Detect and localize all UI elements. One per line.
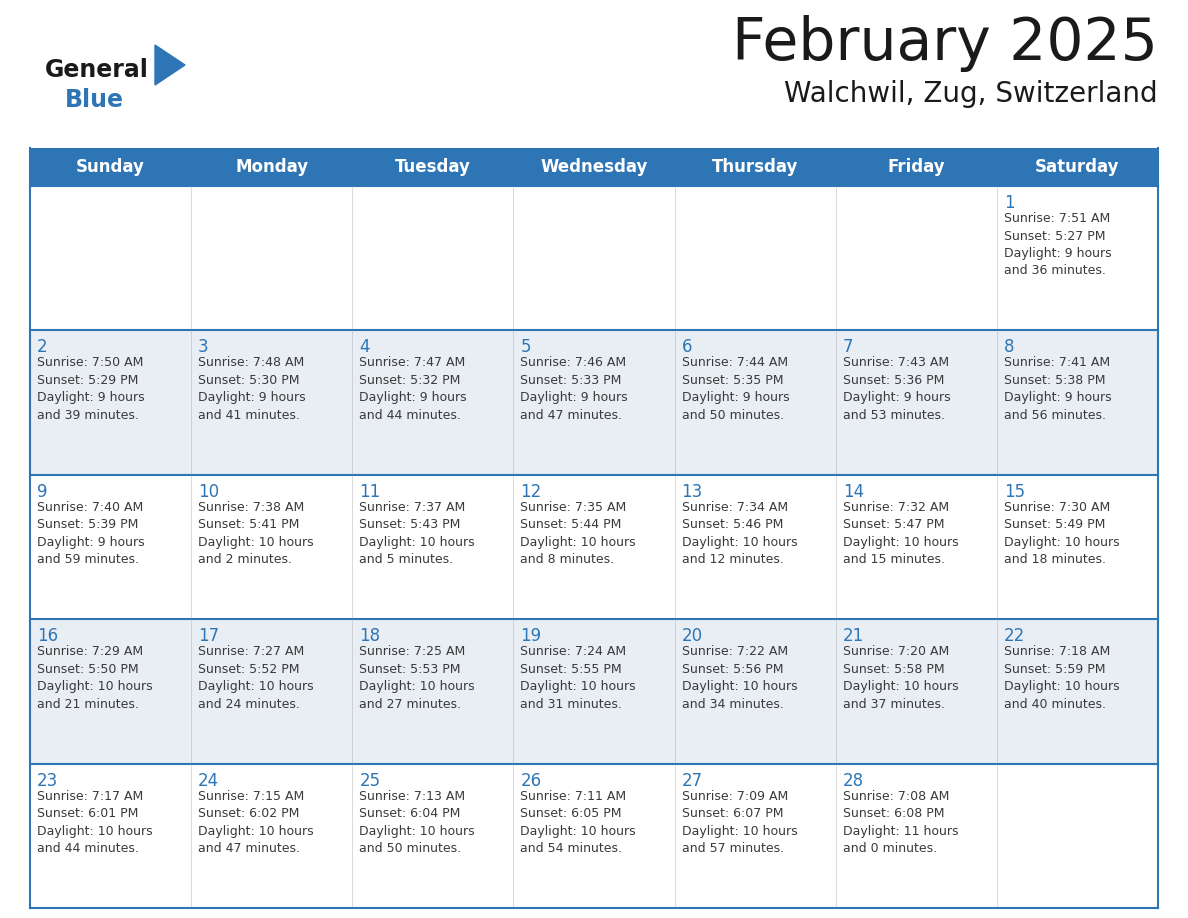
Text: Blue: Blue [65,88,124,112]
Text: 14: 14 [842,483,864,501]
Text: 3: 3 [198,339,209,356]
Text: Sunrise: 7:43 AM
Sunset: 5:36 PM
Daylight: 9 hours
and 53 minutes.: Sunrise: 7:43 AM Sunset: 5:36 PM Dayligh… [842,356,950,422]
Text: Sunrise: 7:37 AM
Sunset: 5:43 PM
Daylight: 10 hours
and 5 minutes.: Sunrise: 7:37 AM Sunset: 5:43 PM Dayligh… [359,501,475,566]
Text: Sunrise: 7:30 AM
Sunset: 5:49 PM
Daylight: 10 hours
and 18 minutes.: Sunrise: 7:30 AM Sunset: 5:49 PM Dayligh… [1004,501,1119,566]
Bar [30,764,1158,908]
Text: Sunrise: 7:41 AM
Sunset: 5:38 PM
Daylight: 9 hours
and 56 minutes.: Sunrise: 7:41 AM Sunset: 5:38 PM Dayligh… [1004,356,1112,422]
Text: 4: 4 [359,339,369,356]
Text: Sunrise: 7:18 AM
Sunset: 5:59 PM
Daylight: 10 hours
and 40 minutes.: Sunrise: 7:18 AM Sunset: 5:59 PM Dayligh… [1004,645,1119,711]
Text: Sunrise: 7:17 AM
Sunset: 6:01 PM
Daylight: 10 hours
and 44 minutes.: Sunrise: 7:17 AM Sunset: 6:01 PM Dayligh… [37,789,152,855]
Text: Sunrise: 7:22 AM
Sunset: 5:56 PM
Daylight: 10 hours
and 34 minutes.: Sunrise: 7:22 AM Sunset: 5:56 PM Dayligh… [682,645,797,711]
Text: Sunrise: 7:46 AM
Sunset: 5:33 PM
Daylight: 9 hours
and 47 minutes.: Sunrise: 7:46 AM Sunset: 5:33 PM Dayligh… [520,356,628,422]
Text: Sunrise: 7:20 AM
Sunset: 5:58 PM
Daylight: 10 hours
and 37 minutes.: Sunrise: 7:20 AM Sunset: 5:58 PM Dayligh… [842,645,959,711]
Text: Thursday: Thursday [712,158,798,176]
Text: February 2025: February 2025 [732,15,1158,72]
Text: 10: 10 [198,483,220,501]
Text: Sunrise: 7:50 AM
Sunset: 5:29 PM
Daylight: 9 hours
and 39 minutes.: Sunrise: 7:50 AM Sunset: 5:29 PM Dayligh… [37,356,145,422]
Bar [30,186,1158,330]
Text: 25: 25 [359,772,380,789]
Text: 22: 22 [1004,627,1025,645]
Text: Sunrise: 7:34 AM
Sunset: 5:46 PM
Daylight: 10 hours
and 12 minutes.: Sunrise: 7:34 AM Sunset: 5:46 PM Dayligh… [682,501,797,566]
Text: Sunrise: 7:08 AM
Sunset: 6:08 PM
Daylight: 11 hours
and 0 minutes.: Sunrise: 7:08 AM Sunset: 6:08 PM Dayligh… [842,789,959,855]
Text: 24: 24 [198,772,220,789]
Text: 28: 28 [842,772,864,789]
Text: 6: 6 [682,339,693,356]
Text: Friday: Friday [887,158,946,176]
Polygon shape [154,45,185,85]
Text: Sunrise: 7:35 AM
Sunset: 5:44 PM
Daylight: 10 hours
and 8 minutes.: Sunrise: 7:35 AM Sunset: 5:44 PM Dayligh… [520,501,636,566]
Text: Sunrise: 7:47 AM
Sunset: 5:32 PM
Daylight: 9 hours
and 44 minutes.: Sunrise: 7:47 AM Sunset: 5:32 PM Dayligh… [359,356,467,422]
Text: Sunrise: 7:48 AM
Sunset: 5:30 PM
Daylight: 9 hours
and 41 minutes.: Sunrise: 7:48 AM Sunset: 5:30 PM Dayligh… [198,356,305,422]
Text: Walchwil, Zug, Switzerland: Walchwil, Zug, Switzerland [784,80,1158,108]
Text: Sunrise: 7:51 AM
Sunset: 5:27 PM
Daylight: 9 hours
and 36 minutes.: Sunrise: 7:51 AM Sunset: 5:27 PM Dayligh… [1004,212,1112,277]
Text: 15: 15 [1004,483,1025,501]
Text: Sunrise: 7:27 AM
Sunset: 5:52 PM
Daylight: 10 hours
and 24 minutes.: Sunrise: 7:27 AM Sunset: 5:52 PM Dayligh… [198,645,314,711]
Text: Sunrise: 7:38 AM
Sunset: 5:41 PM
Daylight: 10 hours
and 2 minutes.: Sunrise: 7:38 AM Sunset: 5:41 PM Dayligh… [198,501,314,566]
Text: 11: 11 [359,483,380,501]
Text: Wednesday: Wednesday [541,158,647,176]
Text: 27: 27 [682,772,702,789]
Bar [30,475,1158,620]
Text: Monday: Monday [235,158,308,176]
Bar [30,620,1158,764]
Text: 23: 23 [37,772,58,789]
Text: 26: 26 [520,772,542,789]
Text: 20: 20 [682,627,702,645]
Text: 16: 16 [37,627,58,645]
Text: Sunrise: 7:24 AM
Sunset: 5:55 PM
Daylight: 10 hours
and 31 minutes.: Sunrise: 7:24 AM Sunset: 5:55 PM Dayligh… [520,645,636,711]
Text: 9: 9 [37,483,48,501]
Bar [30,148,1158,186]
Text: Sunrise: 7:32 AM
Sunset: 5:47 PM
Daylight: 10 hours
and 15 minutes.: Sunrise: 7:32 AM Sunset: 5:47 PM Dayligh… [842,501,959,566]
Bar [30,330,1158,475]
Text: Sunrise: 7:25 AM
Sunset: 5:53 PM
Daylight: 10 hours
and 27 minutes.: Sunrise: 7:25 AM Sunset: 5:53 PM Dayligh… [359,645,475,711]
Text: 2: 2 [37,339,48,356]
Text: Sunrise: 7:29 AM
Sunset: 5:50 PM
Daylight: 10 hours
and 21 minutes.: Sunrise: 7:29 AM Sunset: 5:50 PM Dayligh… [37,645,152,711]
Text: Sunrise: 7:09 AM
Sunset: 6:07 PM
Daylight: 10 hours
and 57 minutes.: Sunrise: 7:09 AM Sunset: 6:07 PM Dayligh… [682,789,797,855]
Text: Sunrise: 7:44 AM
Sunset: 5:35 PM
Daylight: 9 hours
and 50 minutes.: Sunrise: 7:44 AM Sunset: 5:35 PM Dayligh… [682,356,789,422]
Text: 8: 8 [1004,339,1015,356]
Text: Sunrise: 7:15 AM
Sunset: 6:02 PM
Daylight: 10 hours
and 47 minutes.: Sunrise: 7:15 AM Sunset: 6:02 PM Dayligh… [198,789,314,855]
Text: Sunday: Sunday [76,158,145,176]
Text: 5: 5 [520,339,531,356]
Text: General: General [45,58,148,82]
Text: 21: 21 [842,627,864,645]
Text: Saturday: Saturday [1035,158,1119,176]
Text: Sunrise: 7:13 AM
Sunset: 6:04 PM
Daylight: 10 hours
and 50 minutes.: Sunrise: 7:13 AM Sunset: 6:04 PM Dayligh… [359,789,475,855]
Text: 13: 13 [682,483,703,501]
Text: 19: 19 [520,627,542,645]
Text: 17: 17 [198,627,220,645]
Text: 1: 1 [1004,194,1015,212]
Text: Sunrise: 7:11 AM
Sunset: 6:05 PM
Daylight: 10 hours
and 54 minutes.: Sunrise: 7:11 AM Sunset: 6:05 PM Dayligh… [520,789,636,855]
Text: 7: 7 [842,339,853,356]
Text: 12: 12 [520,483,542,501]
Text: Tuesday: Tuesday [394,158,470,176]
Text: 18: 18 [359,627,380,645]
Text: Sunrise: 7:40 AM
Sunset: 5:39 PM
Daylight: 9 hours
and 59 minutes.: Sunrise: 7:40 AM Sunset: 5:39 PM Dayligh… [37,501,145,566]
